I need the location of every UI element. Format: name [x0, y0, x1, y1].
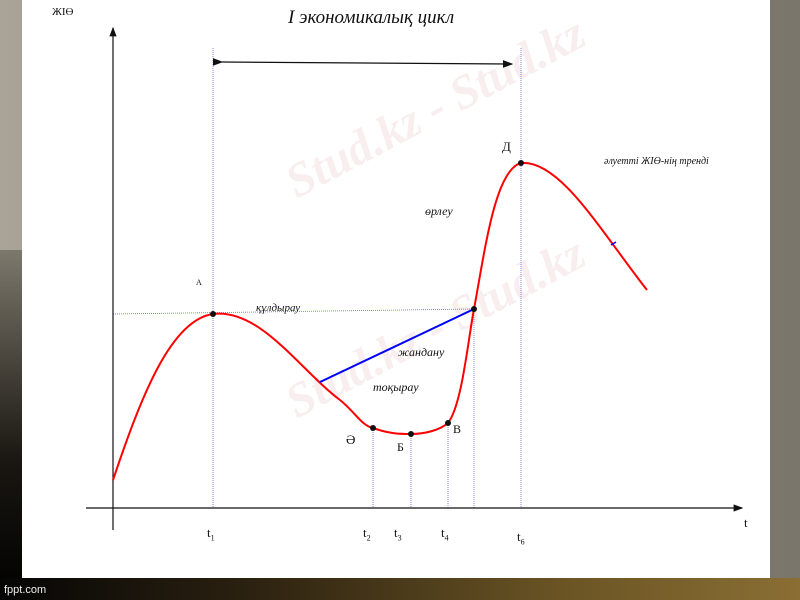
y-axis-label: ЖІӨ	[52, 6, 74, 18]
point-b	[408, 431, 414, 437]
gdp-curve	[112, 161, 648, 481]
trend-label: әлуетті ЖІӨ-нің тренді	[604, 156, 709, 167]
label-v: В	[453, 422, 462, 436]
phase-stagnation: тоқырау	[373, 380, 419, 394]
tick-t2: t2	[363, 525, 371, 543]
label-b: Б	[397, 440, 404, 454]
phase-growth: өрлеу	[425, 204, 453, 218]
point-ae	[370, 425, 376, 431]
tick-t1: t1	[207, 525, 215, 543]
recovery-line	[319, 308, 475, 383]
tick-t6: t6	[517, 529, 525, 547]
label-ae: Ә	[346, 432, 356, 447]
point-a	[210, 311, 216, 317]
background-bottom	[0, 578, 800, 600]
cycle-points	[210, 160, 524, 437]
tick-t4: t4	[441, 525, 449, 543]
background-left	[0, 250, 22, 600]
diagram-title: I экономикалық цикл	[288, 7, 455, 28]
label-d: Д	[502, 139, 511, 154]
trend-marker	[610, 241, 617, 246]
footer-brand: fppt.com	[4, 584, 47, 596]
label-a: А	[196, 278, 202, 287]
cycle-span-arrow	[212, 58, 514, 68]
x-axis-label: t	[744, 515, 748, 530]
point-recovery	[471, 306, 477, 312]
phase-recovery: жандану	[398, 345, 445, 359]
point-v	[445, 420, 451, 426]
guide-lines	[112, 48, 522, 508]
phase-peak: құлдырау	[256, 302, 301, 314]
tick-t3: t3	[394, 525, 402, 543]
point-d	[518, 160, 524, 166]
